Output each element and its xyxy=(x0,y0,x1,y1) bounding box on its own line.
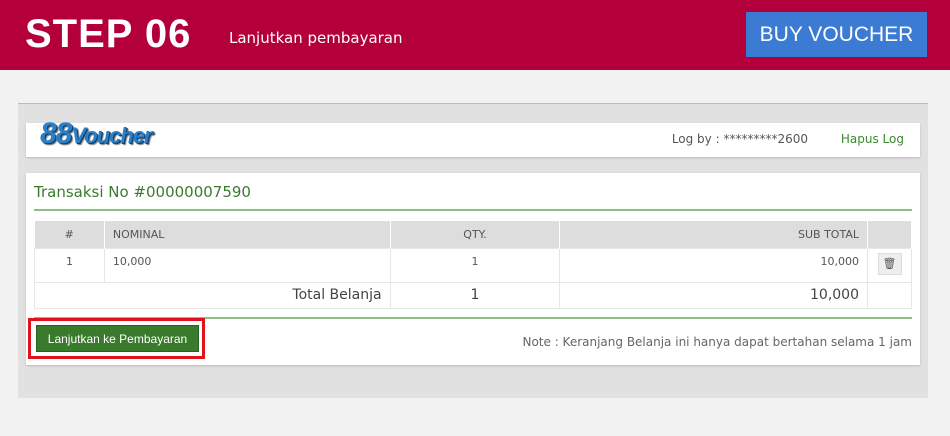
hapus-log-link[interactable]: Hapus Log xyxy=(840,132,904,146)
table-header: # NOMINAL QTY. SUB TOTAL xyxy=(34,221,912,248)
cart-note: Note : Keranjang Belanja ini hanya dapat… xyxy=(522,335,912,349)
screenshot-panel: 88Voucher Log by : *********2600 Hapus L… xyxy=(18,103,928,398)
cart-table: # NOMINAL QTY. SUB TOTAL 1 10,000 1 10,0… xyxy=(34,221,912,309)
total-qty: 1 xyxy=(389,281,561,309)
site-header: 88Voucher Log by : *********2600 Hapus L… xyxy=(26,117,920,157)
continue-payment-button[interactable]: Lanjutkan ke Pembayaran xyxy=(36,325,199,352)
col-action xyxy=(867,221,912,248)
table-row: 1 10,000 1 10,000 🗑 xyxy=(34,247,912,283)
highlight-box: Lanjutkan ke Pembayaran xyxy=(28,318,205,359)
row-nominal: 10,000 xyxy=(103,247,391,283)
divider xyxy=(34,317,912,319)
total-amount: 10,000 xyxy=(559,281,868,309)
site-logo[interactable]: 88Voucher xyxy=(40,117,153,150)
step-header: STEP 06 Lanjutkan pembayaran BUY VOUCHER xyxy=(0,0,950,70)
col-subtotal: SUB TOTAL xyxy=(559,221,868,248)
col-qty: QTY. xyxy=(390,221,561,248)
col-nominal: NOMINAL xyxy=(104,221,391,248)
step-number: STEP 06 xyxy=(25,12,192,56)
col-no: # xyxy=(34,221,105,248)
row-qty: 1 xyxy=(389,247,561,283)
buy-voucher-button[interactable]: BUY VOUCHER xyxy=(746,12,927,57)
transaction-title: Transaksi No #00000007590 xyxy=(34,183,251,201)
row-subtotal: 10,000 xyxy=(559,247,868,283)
transaction-card: Transaksi No #00000007590 # NOMINAL QTY.… xyxy=(26,173,920,365)
divider xyxy=(34,209,912,211)
row-no: 1 xyxy=(34,247,105,283)
log-by-text: Log by : *********2600 xyxy=(671,132,808,146)
total-label: Total Belanja xyxy=(34,281,391,309)
total-row: Total Belanja 1 10,000 xyxy=(34,281,912,309)
trash-icon[interactable]: 🗑 xyxy=(877,252,902,275)
step-description: Lanjutkan pembayaran xyxy=(229,29,403,47)
